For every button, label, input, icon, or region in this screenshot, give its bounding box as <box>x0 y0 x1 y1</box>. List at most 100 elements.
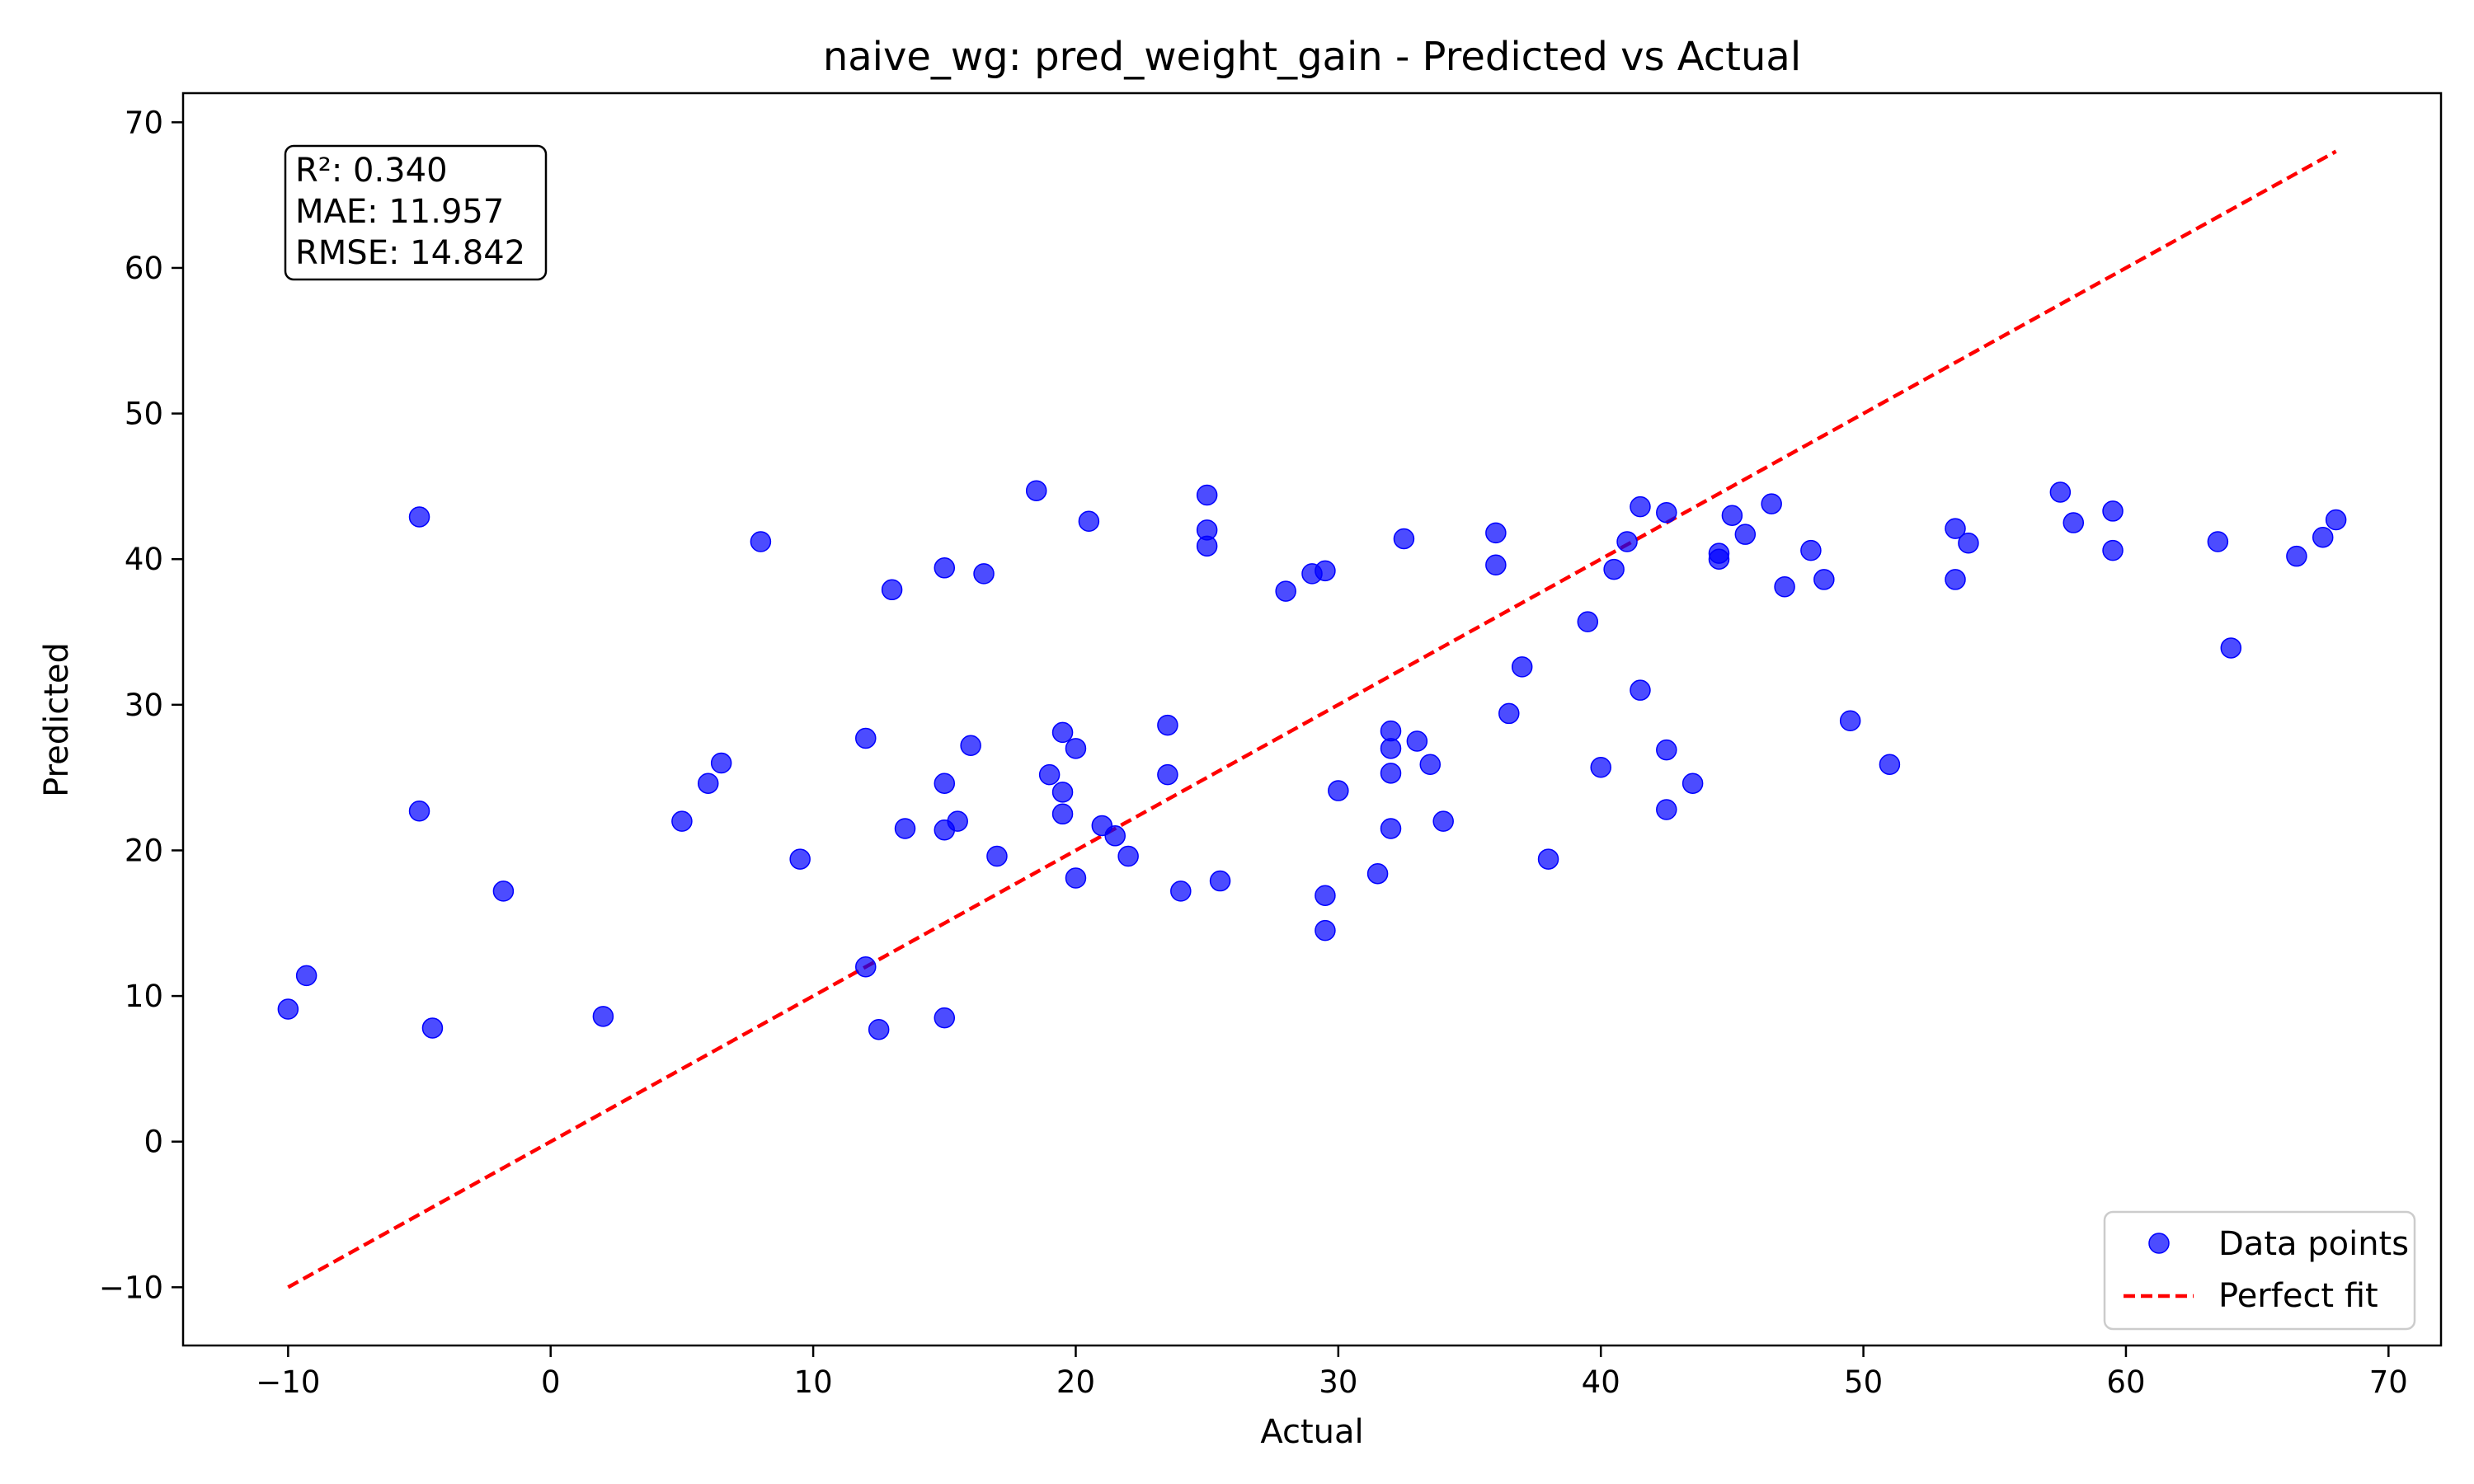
data-point <box>1065 738 1087 759</box>
data-point <box>1380 763 1402 784</box>
legend-label-perfect-fit: Perfect fit <box>2218 1277 2378 1315</box>
x-tick-label: 20 <box>1056 1364 1095 1400</box>
data-point <box>408 801 430 822</box>
data-point <box>1537 848 1559 870</box>
data-point <box>1945 518 1966 539</box>
y-axis-label: Predicted <box>38 642 76 797</box>
x-tick-label: 0 <box>541 1364 561 1400</box>
stats-box: R²: 0.340 MAE: 11.957 RMSE: 14.842 <box>284 144 548 281</box>
data-point <box>1879 754 1901 776</box>
data-point <box>1630 495 1651 518</box>
data-point <box>1065 867 1087 889</box>
data-point <box>1038 763 1061 786</box>
data-point <box>2102 500 2124 522</box>
data-point <box>973 563 995 585</box>
x-tick-label: 30 <box>1319 1364 1357 1400</box>
data-point <box>2102 539 2124 561</box>
y-tick-label: 50 <box>125 397 163 432</box>
data-point <box>947 810 968 832</box>
data-point <box>1945 569 1966 590</box>
y-tick-label: 20 <box>125 833 163 868</box>
data-point <box>1078 510 1100 533</box>
data-point <box>1275 580 1296 602</box>
chart-title: naive_wg: pred_weight_gain - Predicted v… <box>823 34 1801 80</box>
data-point <box>894 818 916 839</box>
data-point <box>1485 522 1507 544</box>
data-point <box>1393 528 1415 550</box>
y-tick-label: 40 <box>125 542 163 577</box>
data-point <box>1406 730 1428 752</box>
perfect-fit-line <box>287 149 2337 1289</box>
legend: Data points Perfect fit <box>2103 1210 2416 1331</box>
data-point <box>1577 611 1599 632</box>
data-point <box>1196 535 1218 557</box>
x-tick-label: −10 <box>256 1364 320 1400</box>
data-point <box>2062 512 2085 533</box>
data-point <box>2325 509 2347 531</box>
data-point <box>421 1017 444 1039</box>
data-point <box>750 531 772 552</box>
data-point <box>492 881 515 902</box>
data-point <box>1734 524 1757 545</box>
data-point <box>1630 679 1651 701</box>
data-point <box>1315 560 1336 582</box>
x-axis-label: Actual <box>1260 1413 1363 1451</box>
data-point <box>1380 818 1402 839</box>
y-tick-label: 70 <box>125 105 163 140</box>
data-point <box>2207 531 2229 552</box>
data-point <box>277 998 299 1020</box>
data-point <box>1708 548 1730 570</box>
data-point <box>2286 545 2307 567</box>
data-point <box>1590 757 1611 778</box>
legend-frame <box>2103 1210 2416 1331</box>
data-point <box>1170 881 1192 902</box>
perfect-fit-layer <box>287 149 2337 1289</box>
x-tick-label: 70 <box>2369 1364 2408 1400</box>
data-point <box>1721 505 1743 526</box>
data-point <box>934 1007 956 1029</box>
y-tick-label: 30 <box>125 688 163 723</box>
data-point <box>295 965 317 987</box>
data-point <box>2049 481 2072 503</box>
stats-mae: MAE: 11.957 <box>295 193 504 231</box>
data-point <box>1328 780 1349 801</box>
data-point <box>1498 702 1520 725</box>
data-point <box>408 506 430 528</box>
data-point <box>1380 738 1402 759</box>
data-point <box>1196 484 1218 506</box>
data-point <box>592 1006 614 1027</box>
data-point <box>1315 919 1336 942</box>
data-point <box>1051 721 1074 744</box>
data-point <box>855 727 877 749</box>
plot-area-frame <box>181 92 2443 1347</box>
legend-label-data-points: Data points <box>2218 1225 2409 1263</box>
data-point <box>1051 782 1074 803</box>
data-point <box>1813 569 1835 590</box>
stats-r2: R²: 0.340 <box>295 152 448 190</box>
data-point <box>1419 754 1442 776</box>
data-point <box>1157 714 1178 736</box>
x-tick-label: 40 <box>1582 1364 1620 1400</box>
x-tick-label: 60 <box>2106 1364 2145 1400</box>
data-point <box>1157 763 1178 786</box>
data-point <box>671 810 693 832</box>
data-point <box>1761 493 1782 514</box>
data-points-layer <box>277 480 2347 1040</box>
stats-rmse: RMSE: 14.842 <box>295 234 525 272</box>
data-point <box>789 848 811 870</box>
data-point <box>1800 539 1822 561</box>
data-point <box>1432 810 1454 832</box>
data-point <box>1603 558 1625 580</box>
data-point <box>868 1018 890 1040</box>
data-point <box>960 735 981 757</box>
data-point <box>1656 739 1677 761</box>
y-axis-ticks: −10 0 10 20 30 40 50 60 70 <box>99 105 183 1305</box>
data-point <box>1774 576 1795 598</box>
data-point <box>1656 501 1677 524</box>
data-point <box>1366 862 1389 885</box>
data-point <box>1380 720 1402 742</box>
y-tick-label: 0 <box>143 1125 163 1160</box>
data-point <box>934 557 956 579</box>
data-point <box>1117 845 1139 867</box>
